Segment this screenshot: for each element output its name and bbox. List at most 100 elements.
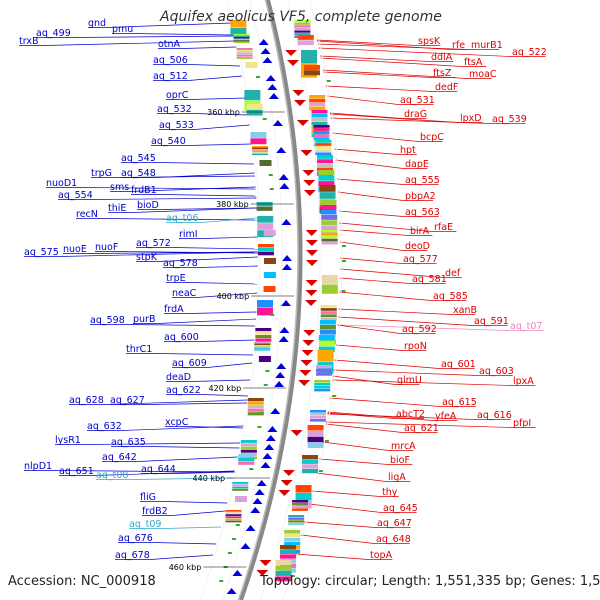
gene-label-right: hpt: [400, 145, 416, 156]
gene-label-left: aq_572: [136, 238, 171, 249]
backbone-arc: [238, 0, 303, 600]
gene-block: [254, 342, 271, 344]
label-connector: [132, 207, 257, 213]
scale-label: 420 kbp: [209, 384, 242, 393]
forward-strand-arrow: [267, 84, 278, 90]
reverse-strand-arrow: [294, 100, 306, 106]
gene-label-left: aq_642: [102, 452, 137, 463]
gene-label-left: aq_554: [58, 190, 93, 201]
gene-block: [234, 496, 247, 502]
gene-label-right: bcpC: [420, 132, 444, 143]
gene-label-left: xcpC: [165, 417, 189, 428]
gene-block: [225, 518, 242, 521]
forward-strand-arrow: [264, 444, 275, 450]
label-connector: [190, 379, 251, 382]
gene-label-left: aq_600: [164, 332, 199, 343]
gene-block: [275, 565, 292, 571]
gene-tick: [259, 412, 264, 414]
gene-label-left: stpK: [136, 252, 158, 263]
gene-block: [292, 508, 308, 511]
gene-block: [313, 128, 330, 131]
label-connector: [327, 412, 395, 419]
label-connector: [188, 75, 243, 81]
forward-strand-arrow: [281, 219, 292, 225]
gene-block: [315, 140, 332, 143]
label-connector: [317, 43, 470, 50]
gene-label-left: aq_540: [151, 136, 186, 147]
gene-block: [250, 132, 267, 138]
label-connector: [137, 456, 238, 462]
label-connector: [308, 503, 382, 513]
gene-label-right: xanB: [453, 305, 477, 316]
label-connector: [318, 47, 511, 57]
gene-label-left: aq_678: [115, 550, 150, 561]
gene-block: [236, 52, 253, 55]
gene-block: [257, 300, 273, 308]
gene-block: [252, 149, 269, 151]
gene-block: [321, 241, 338, 245]
reverse-strand-arrow: [292, 90, 305, 96]
gene-block: [310, 410, 326, 413]
gene-label-right: aq_531: [400, 95, 435, 106]
forward-strand-arrow: [275, 372, 286, 378]
gene-block: [254, 345, 271, 347]
label-connector: [160, 256, 259, 262]
gene-block: [225, 514, 242, 516]
gene-block: [302, 464, 319, 469]
label-connector: [325, 85, 434, 92]
label-connector: [104, 399, 248, 405]
gene-tick: [231, 538, 236, 540]
label-connector: [295, 553, 369, 560]
scale-label: 400 kbp: [217, 292, 250, 301]
gene-block: [247, 401, 264, 405]
label-connector: [171, 247, 259, 250]
gene-block: [314, 385, 331, 389]
gene-block: [309, 98, 326, 103]
gene-block: [263, 272, 276, 278]
gene-label-right: aq_539: [492, 114, 527, 125]
scale-label: 460 kbp: [169, 563, 202, 572]
gene-block: [319, 325, 336, 330]
accession-text: Accession: NC_000918: [8, 574, 156, 589]
gene-label-right: topA: [370, 550, 393, 561]
gene-label-right: pbpA2: [405, 191, 436, 202]
gene-block: [313, 134, 330, 138]
reverse-strand-arrow: [305, 230, 318, 236]
gene-label-left: bioD: [137, 200, 159, 211]
gene-block: [279, 568, 296, 573]
gene-block: [297, 40, 314, 46]
forward-strand-arrow: [267, 426, 278, 432]
gene-block: [311, 113, 328, 118]
gene-label-left: oprC: [166, 90, 189, 101]
label-connector: [153, 542, 217, 545]
reverse-strand-arrow: [278, 490, 291, 496]
gene-label-right: pfpI: [513, 418, 531, 429]
gene-label-left: aq_578: [163, 258, 198, 269]
label-connector: [329, 112, 403, 119]
gene-block: [247, 412, 264, 416]
gene-block: [230, 20, 247, 28]
label-connector: [87, 251, 259, 254]
label-connector: [304, 521, 376, 528]
forward-strand-arrow: [250, 507, 261, 513]
label-connector: [337, 178, 404, 185]
reverse-strand-arrow: [303, 180, 316, 186]
label-connector: [192, 113, 249, 116]
gene-label-right: aq_645: [383, 503, 418, 514]
gene-block: [254, 343, 271, 346]
gene-block: [318, 175, 335, 181]
gene-block: [254, 348, 271, 350]
gene-block: [250, 138, 267, 145]
gene-label-right: ddlA: [431, 52, 453, 63]
gene-block: [320, 314, 337, 318]
gene-label-left: aq_545: [121, 153, 156, 164]
gene-label-right: deoD: [405, 241, 430, 252]
label-connector: [190, 282, 258, 285]
gene-tick: [332, 395, 337, 397]
reverse-strand-arrow: [305, 290, 318, 296]
reverse-strand-arrow: [285, 50, 297, 56]
gene-tick: [219, 580, 224, 582]
gene-block: [292, 500, 308, 503]
gene-label-left: rimI: [179, 229, 198, 240]
label-connector: [320, 57, 463, 67]
